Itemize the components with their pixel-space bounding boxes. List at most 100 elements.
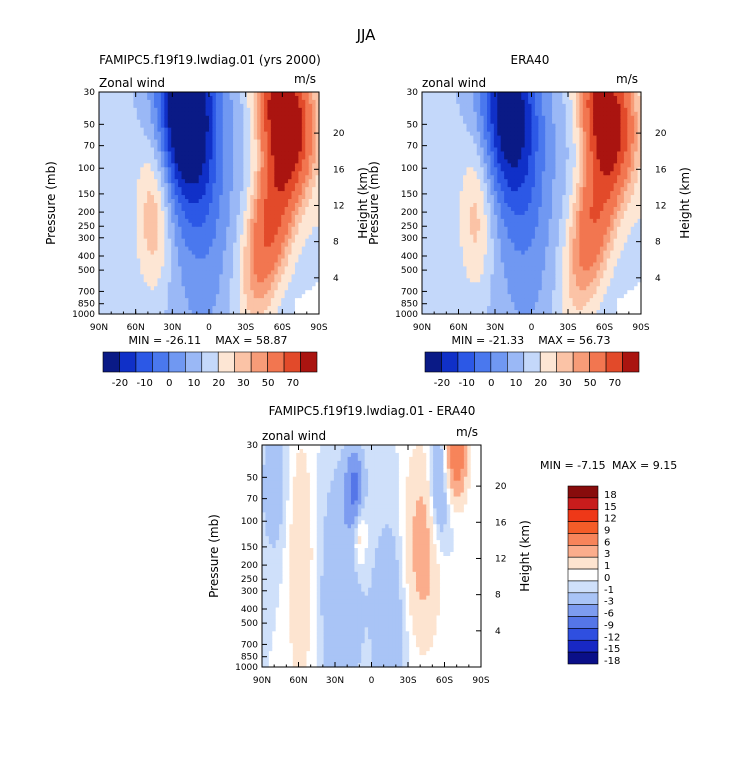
contour-cell [184,214,189,220]
contour-cell [572,147,577,153]
contour-cell [160,262,165,268]
contour-cell [167,242,172,248]
contour-cell [260,143,265,149]
contour-cell [246,163,251,168]
contour-cell [260,238,265,244]
contour-cell [102,131,107,137]
contour-cell [212,234,217,240]
contour-cell [154,107,159,113]
contour-cell [99,306,104,311]
contour-cell [154,135,159,141]
contour-cell [150,203,155,208]
contour-cell [435,103,440,109]
contour-cell [233,238,238,244]
contour-cell [133,131,138,137]
contour-cell [99,135,104,141]
contour-cell [184,226,189,232]
contour-cell [459,155,464,160]
contour-cell [154,99,159,105]
contour-cell [308,206,313,212]
contour-cell [226,107,231,113]
contour-cell [109,302,114,307]
contour-cell [548,143,553,149]
contour-cell [315,111,320,117]
contour-cell [284,262,289,268]
contour-cell [250,254,255,260]
contour-cell [294,183,299,188]
contour-cell [569,155,574,160]
contour-cell [164,103,169,109]
contour-cell [545,159,550,164]
contour-cell [294,246,299,252]
contour-cell [157,286,162,291]
contour-cell [634,131,639,137]
contour-cell [236,175,241,180]
contour-cell [500,151,505,157]
contour-cell [246,115,251,121]
contour-cell [620,159,625,164]
contour-cell [99,183,104,188]
contour-cell [143,222,148,228]
contour-cell [291,171,296,176]
contour-cell [562,111,567,117]
contour-cell [253,143,258,149]
contour-cell [198,302,203,307]
contour-cell [157,262,162,268]
contour-cell [119,199,124,204]
contour-cell [281,187,286,192]
contour-cell [315,92,320,97]
contour-cell [623,119,628,125]
contour-cell [308,274,313,279]
contour-cell [102,123,107,129]
contour-cell [129,95,134,101]
contour-cell [432,107,437,113]
contour-cell [497,115,502,121]
contour-cell [586,103,591,109]
contour-cell [123,230,128,236]
contour-cell [425,107,430,113]
contour-cell [226,242,231,248]
contour-cell [157,258,162,264]
contour-cell [253,163,258,168]
contour-cell [586,115,591,121]
contour-cell [174,147,179,153]
contour-cell [178,151,183,157]
contour-cell [209,246,214,252]
contour-cell [308,242,313,248]
contour-cell [617,147,622,153]
contour-cell [277,262,282,268]
contour-cell [507,111,512,117]
contour-cell [215,290,220,295]
contour-cell [209,99,214,105]
contour-cell [301,274,306,279]
contour-cell [205,310,210,315]
contour-cell [291,199,296,204]
contour-cell [630,119,635,125]
contour-cell [222,258,227,264]
contour-cell [205,147,210,153]
contour-cell [308,171,313,176]
contour-cell [548,139,553,145]
contour-cell [140,298,145,303]
contour-cell [233,206,238,212]
contour-cell [133,290,138,295]
contour-cell [445,155,450,160]
contour-cell [428,163,433,168]
contour-cell [439,171,444,176]
contour-cell [219,115,224,121]
contour-cell [250,234,255,240]
contour-cell [147,111,152,117]
contour-cell [188,151,193,157]
contour-cell [264,290,269,295]
contour-cell [425,163,430,168]
contour-cell [634,151,639,157]
contour-cell [572,143,577,149]
contour-cell [116,155,121,160]
contour-cell [174,191,179,196]
contour-cell [267,171,272,176]
contour-cell [312,262,317,268]
contour-cell [109,298,114,303]
contour-cell [167,131,172,137]
contour-cell [112,210,117,216]
contour-cell [129,206,134,212]
